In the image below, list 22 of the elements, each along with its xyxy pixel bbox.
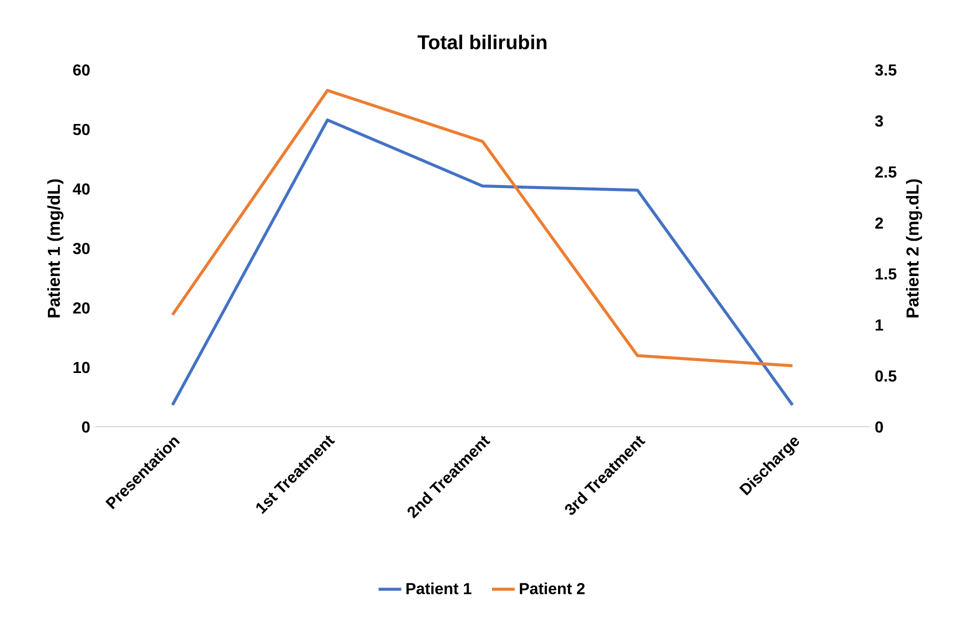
y-tick-label: 30 xyxy=(72,242,90,254)
chart-title: Total bilirubin xyxy=(418,34,546,50)
y-tick-label: 50 xyxy=(73,124,90,136)
y-tick-label: 20 xyxy=(73,302,90,314)
legend-label: Patient 2 xyxy=(520,582,585,594)
y-tick-label: 10 xyxy=(74,362,90,374)
y-tick-label: 0 xyxy=(82,421,90,433)
y2-axis-title: Patient 2 (mg.dL) xyxy=(906,179,922,318)
y-tick-label: 40 xyxy=(72,183,90,195)
y2-tick-label: 3.5 xyxy=(875,64,896,76)
y-axis-title: Patient 1 (mg/dL) xyxy=(47,179,64,318)
y2-tick-label: 2.5 xyxy=(875,166,896,178)
y2-tick-label: 0.5 xyxy=(875,370,896,382)
y2-tick-label: 1 xyxy=(876,320,884,330)
y-tick-label: 60 xyxy=(73,64,90,76)
y2-tick-label: 0 xyxy=(875,421,883,433)
y2-tick-label: 2 xyxy=(875,217,883,229)
y2-tick-label: 1.5 xyxy=(876,268,896,280)
line-series xyxy=(171,88,794,368)
legend-label: Patient 1 xyxy=(406,582,472,594)
line-series xyxy=(171,118,794,406)
y2-tick-label: 3 xyxy=(875,115,883,127)
